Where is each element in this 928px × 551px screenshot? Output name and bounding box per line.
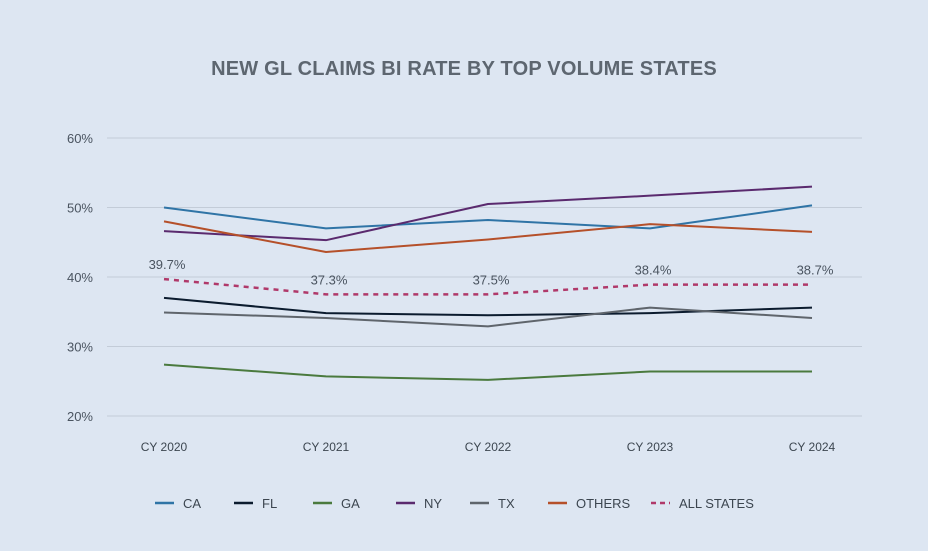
data-label: 38.4% xyxy=(635,263,672,278)
y-tick-label: 40% xyxy=(67,270,93,285)
series-line-others xyxy=(163,220,813,253)
y-tick-label: 60% xyxy=(67,131,93,146)
x-tick-label: CY 2021 xyxy=(303,440,350,454)
y-tick-label: 20% xyxy=(67,409,93,424)
data-label: 39.7% xyxy=(149,257,186,272)
legend-label: FL xyxy=(262,496,277,511)
legend-label: OTHERS xyxy=(576,496,631,511)
y-tick-label: 30% xyxy=(67,340,93,355)
series-line-ga xyxy=(163,363,812,381)
x-tick-label: CY 2022 xyxy=(465,440,512,454)
series-line-ny xyxy=(163,185,813,242)
x-tick-label: CY 2020 xyxy=(141,440,188,454)
legend-label: GA xyxy=(341,496,360,511)
series-line-ca xyxy=(163,204,813,230)
series-line-tx xyxy=(163,306,813,328)
data-label: 37.3% xyxy=(311,272,348,287)
x-tick-label: CY 2023 xyxy=(627,440,674,454)
series-line-all-states xyxy=(163,277,812,296)
legend-label: ALL STATES xyxy=(679,496,754,511)
y-tick-label: 50% xyxy=(67,201,93,216)
legend-label: CA xyxy=(183,496,201,511)
chart-title: NEW GL CLAIMS BI RATE BY TOP VOLUME STAT… xyxy=(211,58,717,80)
legend-label: TX xyxy=(498,496,515,511)
data-label: 38.7% xyxy=(797,263,834,278)
data-label: 37.5% xyxy=(473,272,510,287)
legend-label: NY xyxy=(424,496,442,511)
x-tick-label: CY 2024 xyxy=(789,440,836,454)
